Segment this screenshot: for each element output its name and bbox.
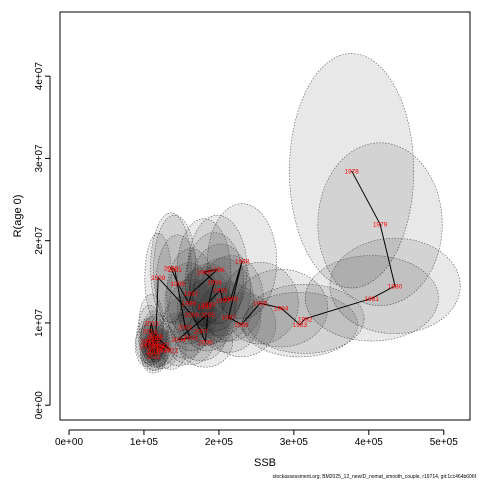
year-label: 1990 [215, 297, 230, 304]
year-label: 1992 [197, 304, 212, 311]
y-tick-label: 3e+07 [34, 144, 45, 173]
year-label: 1995 [197, 269, 212, 276]
year-label: 1997 [184, 291, 199, 298]
year-label: 2014 [143, 329, 158, 336]
year-label: 2004 [171, 337, 186, 344]
year-label: 1987 [221, 315, 236, 322]
recruitment-trajectory-line [146, 170, 396, 356]
year-label: 1998 [182, 301, 197, 308]
year-label: 2021 [164, 348, 179, 355]
uncertainty-ellipse [289, 53, 415, 289]
x-tick-label: 4e+05 [355, 437, 384, 448]
year-label: 1994 [207, 279, 222, 286]
y-axis: 0e+00 1e+07 2e+07 3e+07 4e+07 [34, 62, 51, 420]
year-label: 1989 [224, 296, 239, 303]
y-tick-label: 0e+00 [34, 391, 45, 420]
year-label: 1982 [298, 316, 313, 323]
year-label: 2019 [144, 341, 159, 348]
year-label: 2011 [147, 353, 161, 360]
year-label: 1999 [170, 281, 185, 288]
year-label: 1991 [213, 288, 228, 295]
year-label: 2012 [149, 345, 164, 352]
year-label: 2000 [164, 265, 179, 272]
year-label: 1984 [274, 306, 289, 313]
y-tick-label: 1e+07 [34, 308, 45, 337]
year-label: 2020 [147, 333, 162, 340]
year-label: 2023 [156, 347, 171, 354]
x-axis-title: SSB [254, 457, 276, 469]
year-label: 1996 [210, 267, 225, 274]
year-labels: 1978197919801981198219831984198519861987… [140, 168, 403, 360]
year-label: 2022 [155, 342, 170, 349]
year-label: 2017 [140, 343, 155, 350]
source-caption: stockassessment.org, BM2025_12_newID_nom… [273, 474, 477, 480]
year-label: 2007 [194, 329, 209, 336]
year-label: 2003 [183, 335, 198, 342]
year-label: 1979 [373, 222, 388, 229]
year-label: 2008 [185, 312, 200, 319]
year-label: 2018 [146, 349, 161, 356]
year-label: 2001 [167, 267, 182, 274]
year-label: 2013 [144, 320, 159, 327]
year-label: 2016 [140, 339, 155, 346]
y-tick-label: 2e+07 [34, 226, 45, 255]
year-label: 1981 [365, 296, 380, 303]
year-label: 2015 [149, 335, 164, 342]
x-tick-label: 5e+05 [430, 437, 459, 448]
year-label: 1983 [293, 322, 308, 329]
year-label: 1978 [344, 168, 359, 175]
year-label: 2006 [198, 339, 213, 346]
year-label: 2010 [148, 349, 163, 356]
x-tick-label: 2e+05 [205, 437, 234, 448]
year-label: 2002 [178, 325, 193, 332]
year-label: 1993 [201, 302, 216, 309]
year-label: 1980 [388, 283, 403, 290]
plot-frame [59, 11, 471, 421]
year-label: 2009 [151, 275, 166, 282]
x-axis: 0e+00 1e+05 2e+05 3e+05 4e+05 5e+05 [55, 429, 459, 448]
x-tick-label: 1e+05 [130, 437, 159, 448]
y-axis-title: R(age 0) [12, 195, 24, 238]
year-label: 1985 [253, 301, 268, 308]
year-label: 1988 [235, 259, 250, 266]
year-label: 2005 [200, 312, 215, 319]
x-tick-label: 0e+00 [55, 437, 84, 448]
year-label: 2025 [146, 337, 161, 344]
y-tick-label: 4e+07 [34, 62, 45, 91]
x-tick-label: 3e+05 [280, 437, 309, 448]
year-label: 1986 [234, 322, 249, 329]
year-label: 2024 [150, 343, 165, 350]
